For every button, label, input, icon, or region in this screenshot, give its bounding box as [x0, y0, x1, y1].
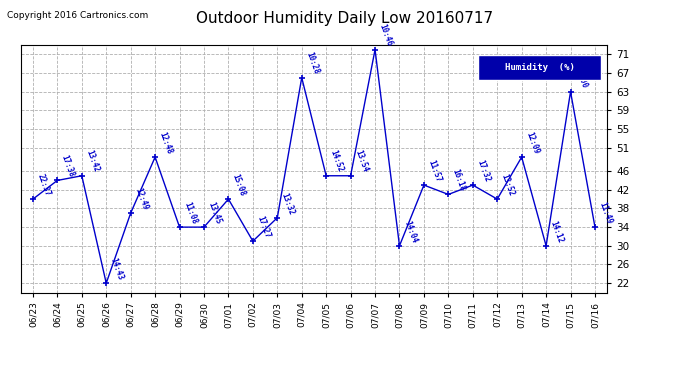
Text: 13:42: 13:42 — [84, 149, 101, 174]
Text: 12:09: 12:09 — [524, 130, 540, 155]
Text: 13:54: 13:54 — [353, 149, 369, 174]
Text: 11:49: 11:49 — [598, 201, 614, 225]
Text: 13:52: 13:52 — [500, 172, 516, 197]
Text: Outdoor Humidity Daily Low 20160717: Outdoor Humidity Daily Low 20160717 — [197, 11, 493, 26]
Text: 13:32: 13:32 — [279, 191, 296, 216]
Text: 12:49: 12:49 — [133, 186, 150, 211]
Text: 14:43: 14:43 — [109, 256, 125, 281]
Text: 16:18: 16:18 — [451, 168, 467, 193]
Text: 00:00: 00:00 — [573, 65, 589, 90]
Text: 11:57: 11:57 — [426, 158, 443, 183]
Text: 17:27: 17:27 — [255, 214, 272, 239]
Text: 14:12: 14:12 — [549, 219, 565, 244]
Text: Copyright 2016 Cartronics.com: Copyright 2016 Cartronics.com — [7, 11, 148, 20]
Text: 22:37: 22:37 — [35, 172, 52, 197]
Text: 10:46: 10:46 — [377, 23, 394, 48]
Text: 14:52: 14:52 — [328, 149, 345, 174]
FancyBboxPatch shape — [478, 55, 602, 80]
Text: 12:48: 12:48 — [157, 130, 174, 155]
Text: 14:04: 14:04 — [402, 219, 418, 244]
Text: 10:28: 10:28 — [304, 51, 321, 76]
Text: 13:45: 13:45 — [206, 201, 223, 225]
Text: 17:38: 17:38 — [60, 154, 76, 178]
Text: 15:08: 15:08 — [231, 172, 247, 197]
Text: Humidity  (%): Humidity (%) — [505, 63, 575, 72]
Text: 17:32: 17:32 — [475, 158, 491, 183]
Text: 11:08: 11:08 — [182, 201, 198, 225]
